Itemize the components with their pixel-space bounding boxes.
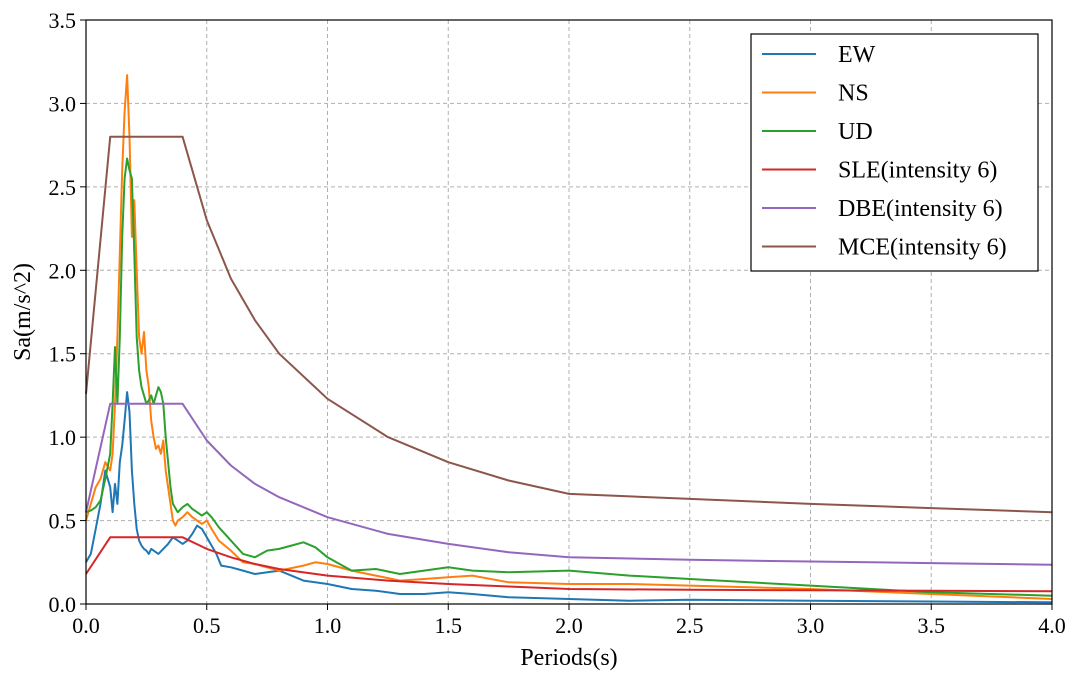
legend-box [750, 33, 1039, 272]
y-axis: 0.0 0.5 1.0 1.5 2.0 2.5 3.0 3.5 [49, 8, 86, 617]
y-tick-label: 1.5 [49, 342, 77, 367]
y-tick-label: 2.0 [49, 258, 77, 283]
y-tick-label: 2.5 [49, 175, 77, 200]
series-line-ew [85, 391, 1053, 604]
x-tick-label: 0.0 [72, 613, 100, 638]
legend-label: MCE(intensity 6) [838, 235, 1007, 261]
series-line-ns [85, 74, 1053, 600]
legend-label: UD [838, 119, 873, 145]
y-tick-label: 3.0 [49, 91, 77, 116]
x-tick-label: 4.0 [1038, 613, 1066, 638]
legend-label: SLE(intensity 6) [838, 158, 997, 184]
series-layer [85, 74, 1053, 604]
x-tick-label: 2.0 [555, 613, 583, 638]
x-tick-label: 3.0 [797, 613, 825, 638]
series-line-dbe-intensity-6 [85, 402, 1053, 566]
x-tick-label: 1.5 [435, 613, 463, 638]
y-tick-label: 0.5 [49, 509, 77, 534]
series-line-sle-intensity-6 [85, 536, 1053, 593]
y-axis-title: Sa(m/s^2) [10, 263, 36, 361]
x-tick-label: 1.0 [314, 613, 342, 638]
x-axis-title: Periods(s) [520, 645, 617, 671]
x-axis: 0.0 0.5 1.0 1.5 2.0 2.5 3.0 3.5 4.0 [72, 604, 1066, 638]
legend: EW NS UD SLE(intensity 6) DBE(intensity 6) MC… [750, 33, 1039, 272]
x-tick-label: 3.5 [918, 613, 946, 638]
series-line-mce-intensity-6 [85, 135, 1053, 514]
y-tick-label: 3.5 [49, 8, 77, 33]
legend-label: DBE(intensity 6) [838, 196, 1003, 222]
series-line-ud [85, 157, 1053, 597]
legend-label: NS [838, 81, 869, 107]
y-tick-label: 1.0 [49, 425, 77, 450]
legend-label: EW [838, 42, 876, 68]
x-tick-label: 2.5 [676, 613, 704, 638]
x-tick-label: 0.5 [193, 613, 221, 638]
y-tick-label: 0.0 [49, 592, 77, 617]
